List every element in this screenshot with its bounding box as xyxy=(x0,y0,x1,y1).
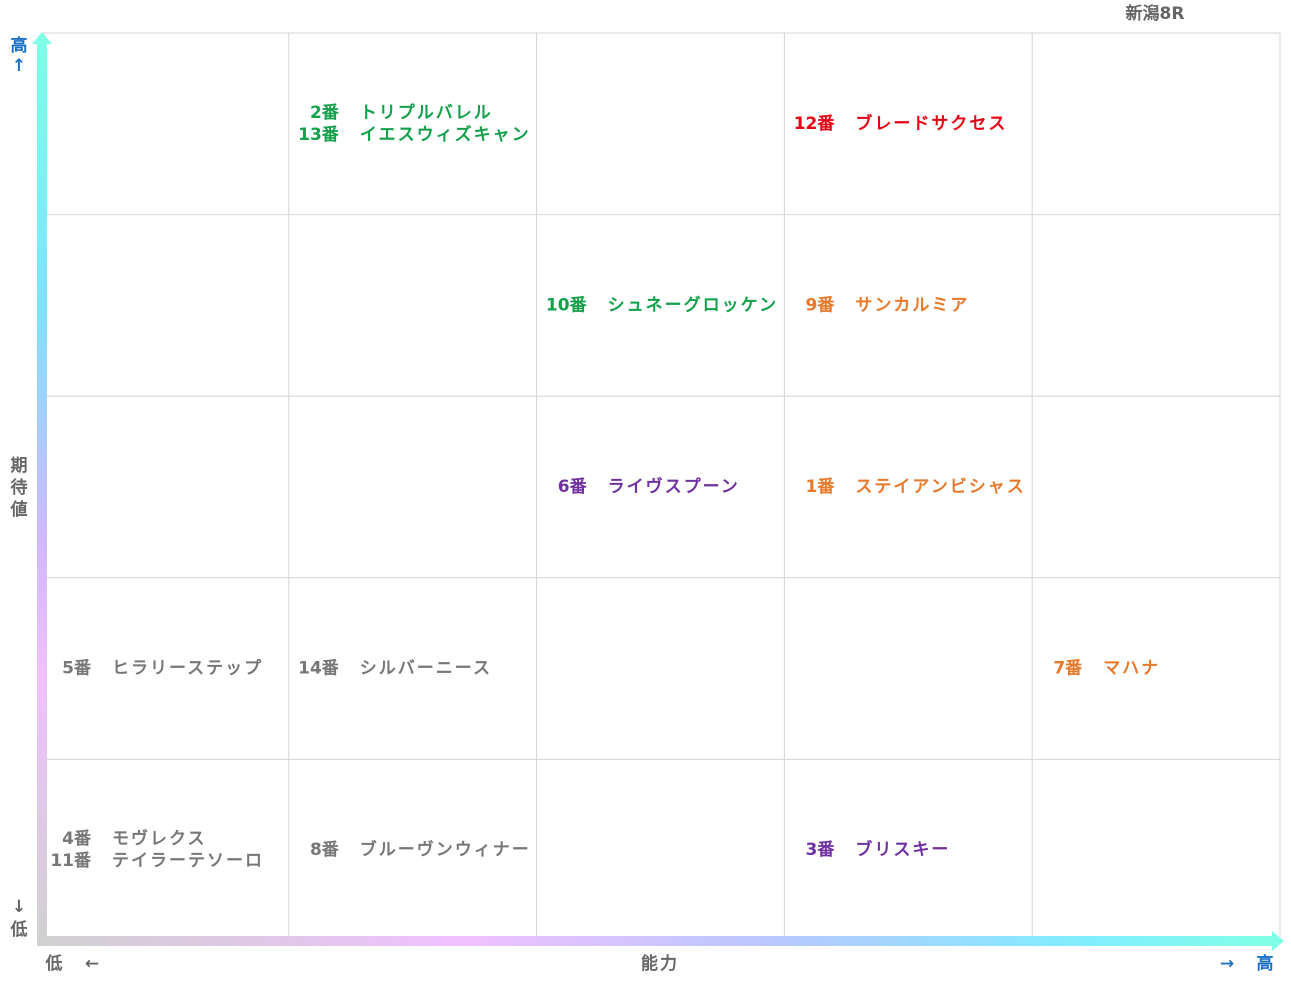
y-axis-bar xyxy=(37,40,47,946)
title: 新潟8R xyxy=(1126,3,1185,24)
x-high: 高 xyxy=(1257,953,1276,974)
y-axis-arrowhead xyxy=(32,32,52,44)
horse-name: テイラーテソーロ xyxy=(112,851,264,871)
x-low-arrow: ← xyxy=(85,954,101,974)
horse-name: ブルーヴンウィナー xyxy=(360,839,531,860)
x-low: 低 xyxy=(45,953,65,974)
horse-number: 5番 xyxy=(62,659,92,679)
x-high-arrow: → xyxy=(1220,954,1236,974)
x-axis-bar xyxy=(37,936,1273,946)
y-label-1: 期待値 xyxy=(10,456,30,520)
horse-number: 2番 xyxy=(310,103,340,123)
horse-number: 13番 xyxy=(298,125,340,145)
horse-name: ブリスキー xyxy=(855,839,950,860)
horse-name: シルバーニース xyxy=(360,659,492,679)
horse-number: 11番 xyxy=(50,851,92,871)
y-high-arrow: ↑ xyxy=(12,56,28,76)
x-label: 能力 xyxy=(641,953,679,974)
horse-name: モヴレクス xyxy=(112,828,207,849)
horse-name: ライヴスプーン xyxy=(608,476,740,497)
horse-name: サンカルミア xyxy=(855,295,969,315)
horse-name: イエスウィズキャン xyxy=(360,124,531,145)
horse-name: ブレードサクセス xyxy=(855,113,1007,134)
horse-number: 6番 xyxy=(558,477,588,497)
horse-number: 1番 xyxy=(806,477,836,497)
horse-number: 10番 xyxy=(546,295,588,315)
x-axis-arrowhead xyxy=(1272,931,1284,951)
horse-number: 9番 xyxy=(806,295,836,315)
horse-name: ヒラリーステップ xyxy=(112,658,263,679)
horse-name: シュネーグロッケン xyxy=(608,294,779,315)
horse-number: 4番 xyxy=(62,829,92,849)
horse-name: トリプルバレル xyxy=(360,102,493,123)
horse-number: 3番 xyxy=(806,840,836,860)
horse-number: 8番 xyxy=(310,840,340,860)
y-high: 高 xyxy=(11,35,30,56)
horse-number: 7番 xyxy=(1053,659,1083,679)
horse-name: マハナ xyxy=(1103,659,1160,679)
y-low: 低 xyxy=(10,919,30,940)
horse-number: 12番 xyxy=(794,114,836,134)
horse-number: 14番 xyxy=(298,659,340,679)
y-low-arrow: ↓ xyxy=(12,897,28,917)
horse-name: ステイアンビシャス xyxy=(855,477,1025,497)
